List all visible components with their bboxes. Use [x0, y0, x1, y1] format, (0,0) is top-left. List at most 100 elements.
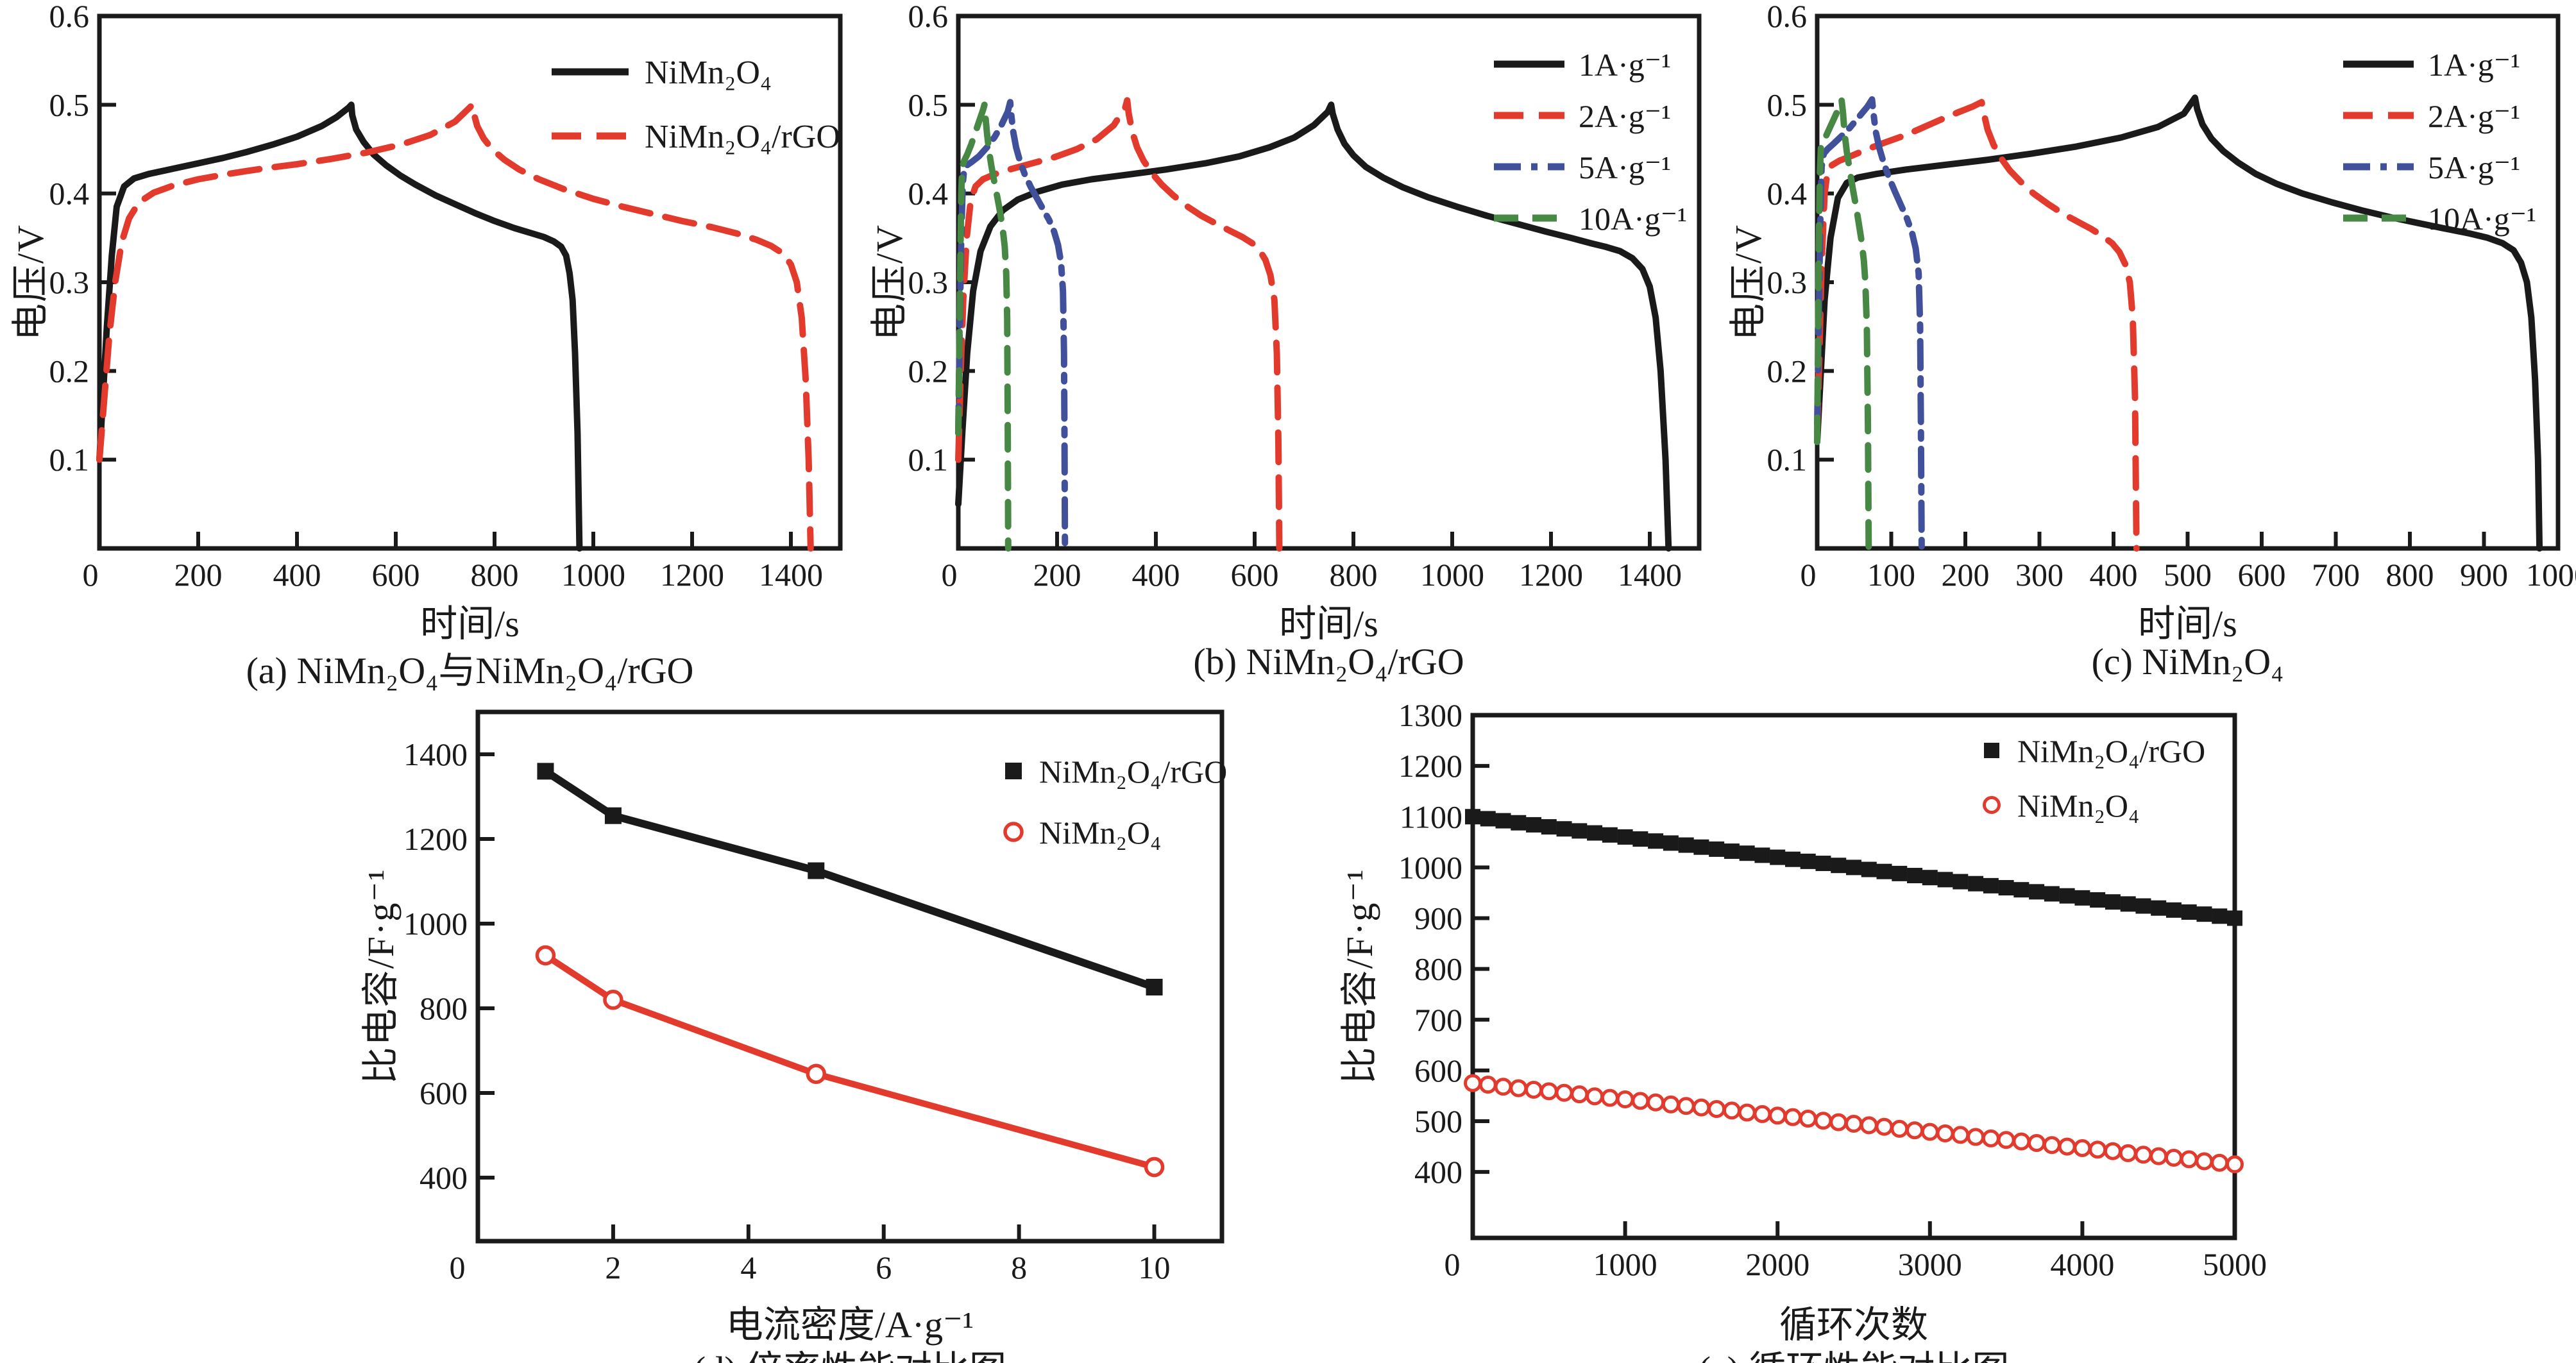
legend-e: NiMn₂O₄/rGO NiMn₂O₄ — [1983, 733, 2205, 824]
x-tick-label: 2 — [605, 1249, 621, 1285]
origin-zero-label: 0 — [1801, 557, 1817, 593]
series-c-0 — [1814, 94, 2543, 552]
x-tick-label: 1400 — [759, 557, 823, 593]
x-tick-label: 600 — [372, 557, 420, 593]
y-tick-label: 1400 — [403, 736, 468, 772]
y-tick-label: 600 — [419, 1075, 468, 1111]
x-tick-label: 4 — [740, 1249, 756, 1285]
y-tick-label: 0.4 — [1767, 176, 1808, 212]
y-tick-label: 1100 — [1400, 799, 1462, 834]
x-tick-label: 600 — [2238, 557, 2286, 593]
panel-c-x-axis-title: 时间/s — [2138, 603, 2237, 645]
legend-label: 10A·g⁻¹ — [1579, 201, 1687, 237]
panel-d-caption: (d) 倍率性能对比图 — [478, 1339, 1222, 1363]
panel-d-x-axis-title: 电流密度/A·g⁻¹ — [725, 1304, 974, 1346]
legend-c: 1A·g⁻¹ 2A·g⁻¹ 5A·g⁻¹ 10A·g⁻¹ — [2343, 47, 2536, 237]
panel-c: 电压/V 10020030040050060070080090010000.10… — [1718, 0, 2576, 690]
x-tick-label: 200 — [174, 557, 223, 593]
y-tick-label: 400 — [1414, 1154, 1462, 1190]
y-tick-label: 0.6 — [49, 0, 90, 34]
x-tick-label: 300 — [2015, 557, 2063, 593]
y-tick-label: 0.1 — [908, 442, 949, 478]
x-tick-label: 10 — [1139, 1249, 1171, 1285]
series-a-0 — [96, 101, 583, 552]
origin-zero-label: 0 — [942, 557, 958, 593]
legend-label: 1A·g⁻¹ — [2428, 47, 2520, 83]
y-tick-label: 0.5 — [49, 87, 90, 123]
legend-label: 5A·g⁻¹ — [1579, 149, 1671, 185]
x-tick-label: 100 — [1867, 557, 1915, 593]
legend-label: NiMn₂O₄ — [645, 55, 772, 91]
y-tick-label: 1200 — [1398, 748, 1462, 784]
x-tick-label: 800 — [471, 557, 519, 593]
x-tick-label: 1000 — [1420, 557, 1484, 593]
legend-label: NiMn₂O₄ — [1039, 815, 1161, 851]
legend-a: NiMn₂O₄ NiMn₂O₄/rGO — [552, 55, 840, 155]
panel-b-x-axis-title: 时间/s — [1279, 603, 1378, 645]
axes-a: 200 400 600 800 1000 1200 1400 0.1 0.2 0.3 0.4 0.5 0… — [49, 0, 843, 593]
legend-label: NiMn₂O₄/rGO — [1039, 754, 1227, 790]
origin-zero-label: 0 — [83, 557, 99, 593]
x-tick-label: 200 — [1942, 557, 1990, 593]
x-tick-label: 900 — [2460, 557, 2508, 593]
y-tick-label: 900 — [1414, 901, 1462, 936]
legend-label: NiMn₂O₄/rGO — [2017, 733, 2205, 769]
series-c-1 — [1814, 99, 2140, 552]
legend-label: 2A·g⁻¹ — [2428, 98, 2520, 134]
series-b-1 — [955, 97, 1283, 552]
panel-e-caption: (e) 循环性能对比图 — [1473, 1339, 2235, 1363]
y-tick-label: 0.6 — [1767, 0, 1808, 34]
x-tick-label: 400 — [273, 557, 321, 593]
x-tick-label: 4000 — [2050, 1246, 2114, 1282]
x-tick-label: 1000 — [1593, 1246, 1657, 1282]
series-b-3 — [955, 101, 1012, 552]
y-tick-label: 0.1 — [49, 442, 90, 478]
series-e-0 — [1465, 809, 2242, 926]
legend-label: 1A·g⁻¹ — [1579, 47, 1671, 83]
x-tick-label: 2000 — [1745, 1246, 1809, 1282]
y-tick-label: 0.5 — [908, 87, 949, 123]
origin-zero-label: 0 — [1445, 1246, 1461, 1282]
panel-b-caption: (b) NiMn₂O₄/rGO — [1193, 641, 1464, 682]
series-d-0 — [537, 763, 1163, 995]
y-tick-label: 0.2 — [908, 353, 949, 389]
y-tick-label: 0.1 — [1767, 442, 1808, 478]
x-tick-label: 6 — [876, 1249, 892, 1285]
x-tick-label: 400 — [2090, 557, 2138, 593]
panel-d: 比电容/F·g⁻¹ 2 4 6 8 10 400 600 800 1000 1200 1400 0 Ni… — [115, 693, 1244, 1363]
origin-zero-label: 0 — [450, 1249, 466, 1285]
panel-c-caption: (c) NiMn₂O₄ — [2091, 641, 2284, 682]
panel-a-x-axis-title: 时间/s — [420, 603, 520, 645]
panel-a-caption: (a) NiMn₂O₄与NiMn₂O₄/rGO — [246, 650, 694, 691]
panel-e-chart: 1000 2000 3000 4000 5000 400 500 600 700 800 900 10… — [1398, 697, 2267, 1282]
y-tick-label: 0.2 — [1767, 353, 1808, 389]
legend-b: 1A·g⁻¹ 2A·g⁻¹ 5A·g⁻¹ 10A·g⁻¹ — [1494, 47, 1687, 237]
x-tick-label: 8 — [1011, 1249, 1027, 1285]
x-tick-label: 400 — [1132, 557, 1180, 593]
x-tick-label: 1200 — [1519, 557, 1583, 593]
axes-e: 1000 2000 3000 4000 5000 400 500 600 700 800 900 10… — [1398, 697, 2267, 1282]
legend-label: 2A·g⁻¹ — [1579, 98, 1671, 134]
x-tick-label: 800 — [1330, 557, 1378, 593]
x-tick-label: 1000 — [2526, 557, 2576, 593]
y-tick-label: 0.3 — [908, 264, 949, 300]
x-tick-label: 1400 — [1618, 557, 1682, 593]
y-tick-label: 0.4 — [49, 176, 90, 212]
y-tick-label: 700 — [1414, 1002, 1462, 1038]
y-tick-label: 1300 — [1398, 697, 1462, 733]
panel-b: 电压/V 200 400 600 800 1000 1200 1400 0.1 0.2 0.3 0.… — [859, 0, 1717, 690]
x-tick-label: 5000 — [2203, 1246, 2267, 1282]
axes-b: 200 400 600 800 1000 1200 1400 0.1 0.2 0.3 0.4 0.5 0… — [908, 0, 1702, 593]
series-b-0 — [955, 101, 1672, 552]
x-tick-label: 700 — [2312, 557, 2360, 593]
x-tick-label: 500 — [2164, 557, 2212, 593]
panel-a: 电压/V 200 400 600 800 1000 1200 1400 0.1 0.2 0.3 0.… — [0, 0, 858, 691]
y-tick-label: 1000 — [1398, 849, 1462, 885]
x-tick-label: 1000 — [561, 557, 625, 593]
panel-a-chart: 200 400 600 800 1000 1200 1400 0.1 0.2 0.3 0.4 0.5 0… — [49, 0, 843, 593]
series-e-1 — [1464, 1074, 2244, 1174]
x-tick-label: 200 — [1033, 557, 1081, 593]
series-d-1 — [535, 945, 1165, 1178]
series-b-2 — [955, 99, 1069, 552]
